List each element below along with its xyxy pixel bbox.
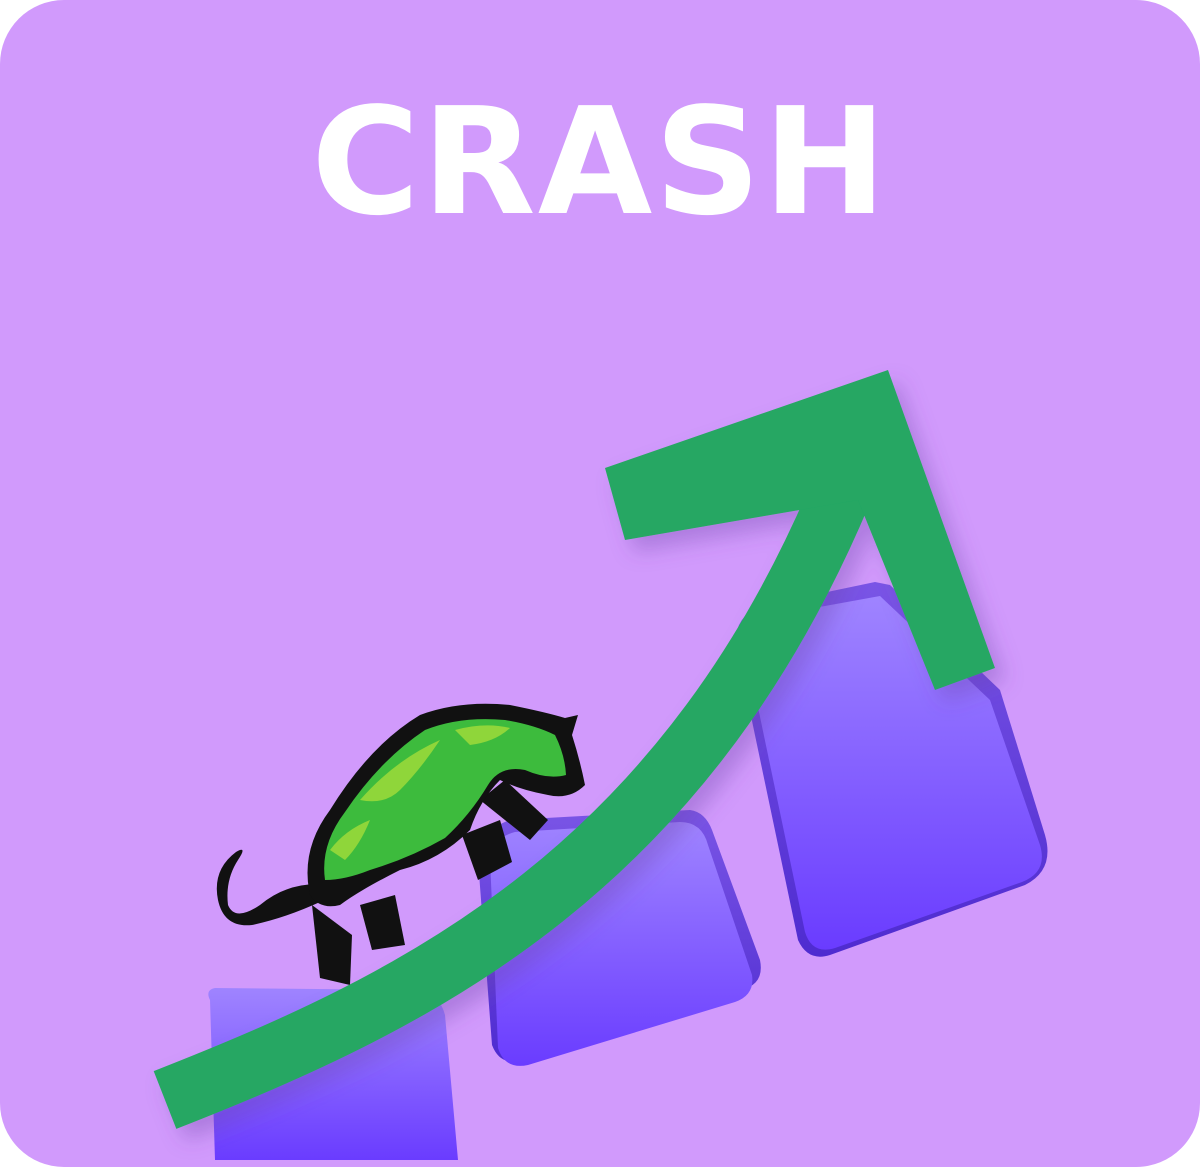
arrow-head: [605, 370, 995, 690]
bull-icon: [216, 703, 585, 985]
bar-large: [745, 596, 1042, 950]
card-title: CRASH: [311, 76, 889, 248]
arrow-shaft: [153, 458, 879, 1129]
trend-arrow-icon: [153, 370, 995, 1129]
